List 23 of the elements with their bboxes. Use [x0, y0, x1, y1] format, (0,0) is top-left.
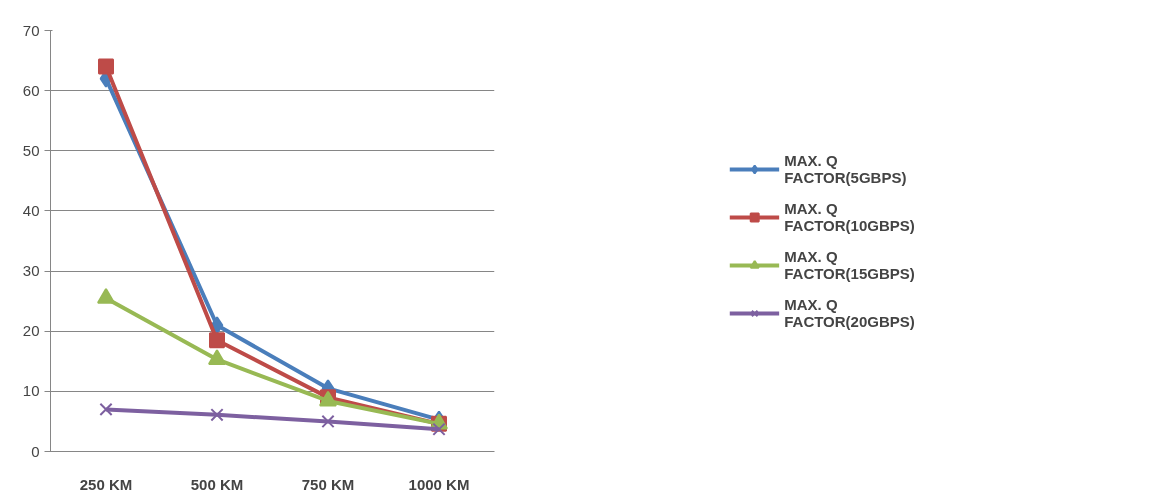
point [99, 402, 113, 417]
point [210, 408, 224, 422]
x-tick-label: 750 KM [301, 475, 355, 493]
y-tick-label: 40 [22, 201, 40, 219]
y-tick-label: 20 [22, 322, 40, 340]
y-tick-label: 10 [22, 382, 40, 400]
point [208, 349, 226, 366]
point [98, 58, 114, 75]
legend-label: MAX. Q FACTOR(5GBPS) [784, 151, 907, 186]
y-tick-label: 50 [22, 141, 40, 159]
x-tick-label: 250 KM [79, 475, 133, 493]
point [432, 422, 446, 436]
legend-label: MAX. Q FACTOR(15GBPS) [784, 247, 915, 282]
legend-label: MAX. Q FACTOR(10GBPS) [784, 199, 915, 234]
point [209, 332, 225, 349]
y-tick-label: 60 [22, 81, 40, 99]
y-tick-label: 0 [31, 442, 40, 460]
x-tick-label: 500 KM [190, 475, 244, 493]
point [321, 414, 335, 429]
y-tick-label: 70 [22, 21, 40, 39]
x-tick-label: 1000 KM [408, 475, 470, 493]
legend-label: MAX. Q FACTOR(20GBPS) [784, 295, 915, 330]
y-tick-label: 30 [22, 262, 40, 280]
